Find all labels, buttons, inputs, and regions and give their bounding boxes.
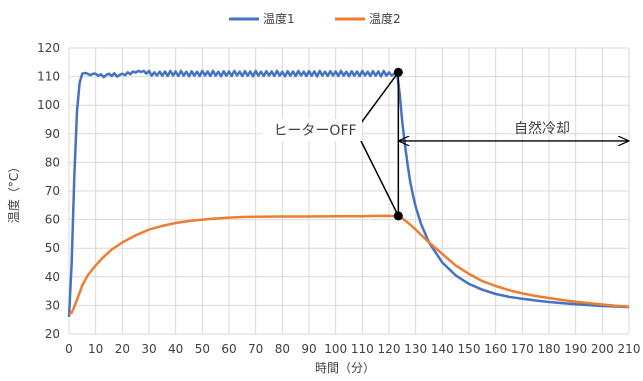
x-tick-label: 0 bbox=[65, 342, 73, 356]
x-tick-label: 80 bbox=[275, 342, 290, 356]
x-tick-label: 200 bbox=[591, 342, 614, 356]
x-tick-label: 30 bbox=[141, 342, 156, 356]
heater-off-marker-top bbox=[393, 67, 403, 77]
x-tick-label: 110 bbox=[351, 342, 374, 356]
y-tick-label: 40 bbox=[45, 270, 60, 284]
x-tick-label: 150 bbox=[458, 342, 481, 356]
heater-off-label-bg bbox=[262, 119, 362, 141]
series-line-2 bbox=[68, 214, 630, 316]
x-tick-label: 120 bbox=[378, 342, 401, 356]
y-tick-label: 60 bbox=[45, 213, 60, 227]
heater-off-label: ヒーターOFF bbox=[273, 123, 356, 139]
grid bbox=[68, 47, 630, 335]
x-tick-label: 90 bbox=[301, 342, 316, 356]
y-tick-labels: 20 30 40 50 60 70 80 90 100 110 120 bbox=[37, 41, 60, 341]
x-tick-label: 190 bbox=[564, 342, 587, 356]
y-tick-label: 20 bbox=[45, 327, 60, 341]
heater-off-marker-bottom bbox=[393, 211, 403, 221]
heater-off-pointer-bottom bbox=[360, 140, 400, 217]
x-tick-label: 100 bbox=[324, 342, 347, 356]
x-tick-label: 140 bbox=[431, 342, 454, 356]
heater-off-pointer-top bbox=[360, 71, 399, 124]
x-tick-label: 160 bbox=[484, 342, 507, 356]
x-tick-label: 180 bbox=[538, 342, 561, 356]
x-tick-label: 50 bbox=[195, 342, 210, 356]
x-tick-labels: 0 10 20 30 40 50 60 70 80 90 100 110 120 130 140 150 160… bbox=[65, 342, 640, 356]
legend-label-2: 温度2 bbox=[369, 11, 401, 26]
x-tick-label: 40 bbox=[168, 342, 183, 356]
y-tick-label: 70 bbox=[45, 184, 60, 198]
y-tick-label: 100 bbox=[37, 98, 60, 112]
y-tick-label: 80 bbox=[45, 155, 60, 169]
x-tick-label: 70 bbox=[248, 342, 263, 356]
x-tick-label: 210 bbox=[618, 342, 641, 356]
series-line-1 bbox=[67, 69, 630, 317]
legend-label-1: 温度1 bbox=[263, 11, 295, 26]
x-tick-label: 60 bbox=[221, 342, 236, 356]
x-tick-label: 130 bbox=[404, 342, 427, 356]
x-tick-label: 170 bbox=[511, 342, 534, 356]
y-tick-label: 120 bbox=[37, 41, 60, 55]
x-tick-label: 20 bbox=[115, 342, 130, 356]
y-tick-label: 110 bbox=[37, 70, 60, 84]
y-tick-label: 90 bbox=[45, 127, 60, 141]
x-tick-label: 10 bbox=[88, 342, 103, 356]
y-tick-label: 30 bbox=[45, 298, 60, 312]
series-lines bbox=[67, 69, 630, 317]
natural-cooling-label: 自然冷却 bbox=[514, 120, 570, 137]
y-axis-label: 温度（°C） bbox=[6, 161, 21, 223]
y-tick-label: 50 bbox=[45, 241, 60, 255]
legend: 温度1 温度2 bbox=[229, 11, 401, 26]
annotations: ヒーターOFF 自然冷却 bbox=[262, 67, 629, 221]
x-axis-label: 時間（分） bbox=[315, 361, 375, 375]
